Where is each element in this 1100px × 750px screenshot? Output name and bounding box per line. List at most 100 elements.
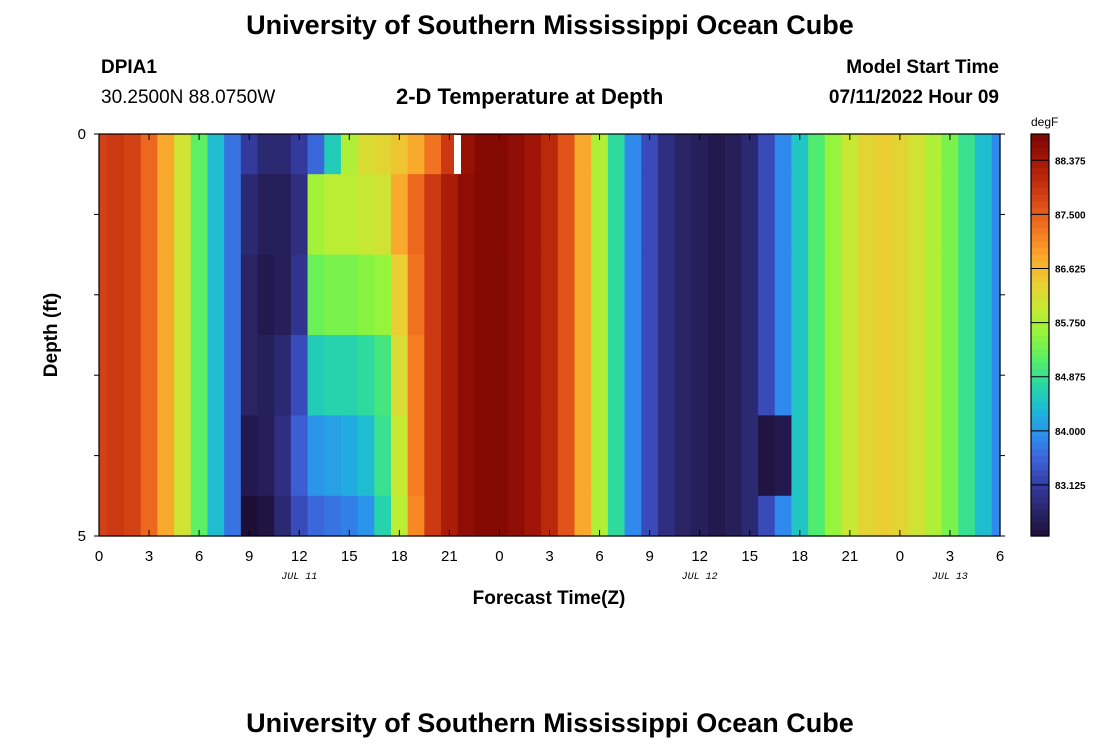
colorbar-segment xyxy=(1031,160,1049,169)
heatmap-cell xyxy=(190,254,209,336)
heatmap-cell xyxy=(641,415,659,497)
x-tick-label: 3 xyxy=(545,548,553,565)
heatmap-cell xyxy=(240,174,259,256)
heatmap-cell xyxy=(891,134,909,175)
heatmap-cell xyxy=(357,335,375,416)
heatmap-cell xyxy=(758,174,776,256)
heatmap-cell xyxy=(157,335,175,416)
heatmap-cell xyxy=(374,335,392,416)
heatmap-cell xyxy=(741,134,759,175)
heatmap-cell xyxy=(491,335,509,416)
heatmap-cell xyxy=(124,174,142,256)
heatmap-cell xyxy=(991,174,1001,256)
heatmap-cell xyxy=(257,415,275,497)
heatmap-cell xyxy=(99,495,108,537)
heatmap-cell xyxy=(824,335,843,416)
heatmap-cell xyxy=(407,254,425,336)
heatmap-cell xyxy=(691,254,709,336)
heatmap-cell xyxy=(724,335,742,416)
heatmap-cell xyxy=(240,495,259,537)
heatmap-cell xyxy=(457,335,476,416)
colorbar-segment xyxy=(1031,442,1049,450)
x-tick-label: 18 xyxy=(391,548,408,565)
heatmap-cell xyxy=(107,254,125,336)
heatmap-cell xyxy=(99,134,108,175)
colorbar-segment xyxy=(1031,221,1049,229)
colorbar-segment xyxy=(1031,247,1049,256)
heatmap-cell xyxy=(274,134,292,175)
heatmap-cell xyxy=(674,254,692,336)
x-tick-label: 0 xyxy=(495,548,503,565)
heatmap-cell xyxy=(708,335,726,416)
colorbar-segment xyxy=(1031,348,1049,356)
heatmap-cell xyxy=(207,495,225,537)
heatmap-cell xyxy=(674,335,692,416)
colorbar-segment xyxy=(1031,522,1049,530)
heatmap-cell xyxy=(591,415,609,497)
heatmap-cell xyxy=(557,174,576,256)
heatmap-cell xyxy=(624,174,642,256)
colorbar-segment xyxy=(1031,415,1049,423)
colorbar-tick-label: 84.875 xyxy=(1055,373,1086,384)
heatmap-cell xyxy=(507,174,526,256)
heatmap-cell xyxy=(390,495,409,537)
heatmap-cell xyxy=(240,134,259,175)
heatmap-cell xyxy=(541,134,559,175)
heatmap-cell xyxy=(741,415,759,497)
heatmap-cell xyxy=(174,174,192,256)
heatmap-cell xyxy=(891,415,909,497)
heatmap-cell xyxy=(274,495,292,537)
colorbar-segment xyxy=(1031,274,1049,282)
heatmap-cell xyxy=(407,415,425,497)
axes: 0 3 6 9 12 15 18 21 0 3 6 9 12 15 18 21 0 3 6 JUL 11 JUL 12 J… xyxy=(78,126,1005,583)
x-tick-label: 12 xyxy=(291,548,308,565)
heatmap-cell xyxy=(591,174,609,256)
heatmap-cell xyxy=(691,415,709,497)
heatmap-cell xyxy=(591,254,609,336)
heatmap-cell xyxy=(457,134,476,175)
colorbar-segment xyxy=(1031,328,1049,336)
heatmap-cell xyxy=(808,335,826,416)
heatmap-cell xyxy=(307,134,325,175)
heatmap-cell xyxy=(557,335,576,416)
heatmap-cell xyxy=(708,134,726,175)
heatmap-cell xyxy=(224,174,242,256)
heatmap-cell xyxy=(791,254,809,336)
heatmap-cell xyxy=(507,495,526,537)
heatmap-cell xyxy=(407,174,425,256)
heatmap-cell xyxy=(841,335,859,416)
colorbar-tick-label: 87.500 xyxy=(1055,210,1086,221)
heatmap-cell xyxy=(457,174,476,256)
heatmap-cell xyxy=(174,134,192,175)
date-label: JUL 11 xyxy=(281,572,317,583)
heatmap-cell xyxy=(958,134,976,175)
heatmap-cell xyxy=(390,335,409,416)
heatmap-cell xyxy=(224,134,242,175)
heatmap-cell xyxy=(340,134,359,175)
heatmap-cell xyxy=(758,495,776,537)
heatmap-cell xyxy=(607,134,626,175)
colorbar-segment xyxy=(1031,187,1049,195)
heatmap-cell xyxy=(724,174,742,256)
heatmap-cell xyxy=(157,495,175,537)
colorbar-segment xyxy=(1031,281,1049,289)
heatmap-cell xyxy=(274,174,292,256)
heatmap-cell xyxy=(257,254,275,336)
heatmap-cell xyxy=(207,415,225,497)
heatmap-cell xyxy=(474,335,492,416)
heatmap-cell xyxy=(441,174,459,256)
heatmap-cell xyxy=(958,415,976,497)
heatmap-cell xyxy=(207,335,225,416)
heatmap-cell xyxy=(774,134,793,175)
page-title: University of Southern Mississippi Ocean… xyxy=(246,10,854,40)
heatmap-cell xyxy=(991,254,1001,336)
heatmap-cell xyxy=(674,134,692,175)
colorbar-segment xyxy=(1031,308,1049,316)
heatmap-cell xyxy=(758,254,776,336)
heatmap-cell xyxy=(557,134,576,175)
heatmap-cell xyxy=(174,254,192,336)
heatmap-cell xyxy=(774,495,793,537)
heatmap-cell xyxy=(541,415,559,497)
heatmap-cell xyxy=(824,174,843,256)
heatmap-cell xyxy=(324,335,342,416)
